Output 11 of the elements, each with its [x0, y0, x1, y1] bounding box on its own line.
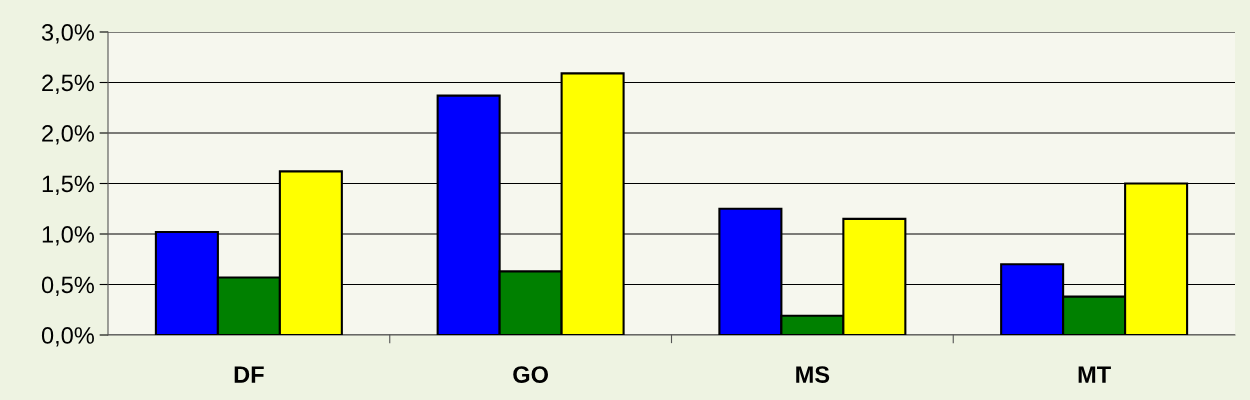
y-tick-label: 2,0% [42, 125, 94, 145]
y-tick-label: 1,5% [42, 175, 94, 196]
y-tick-label: 3,0% [41, 24, 94, 44]
y-tick-label: 2,5% [42, 74, 94, 95]
x-tick-label: MS [796, 366, 830, 383]
y-tick-label: 0,0% [41, 327, 94, 347]
x-tick-label: GO [513, 366, 548, 383]
x-tick-label: DF [234, 366, 264, 383]
x-tick-label: MT [1078, 366, 1111, 383]
y-tick-label: 1,0% [42, 226, 94, 246]
y-tick-label: 0,5% [41, 276, 94, 297]
